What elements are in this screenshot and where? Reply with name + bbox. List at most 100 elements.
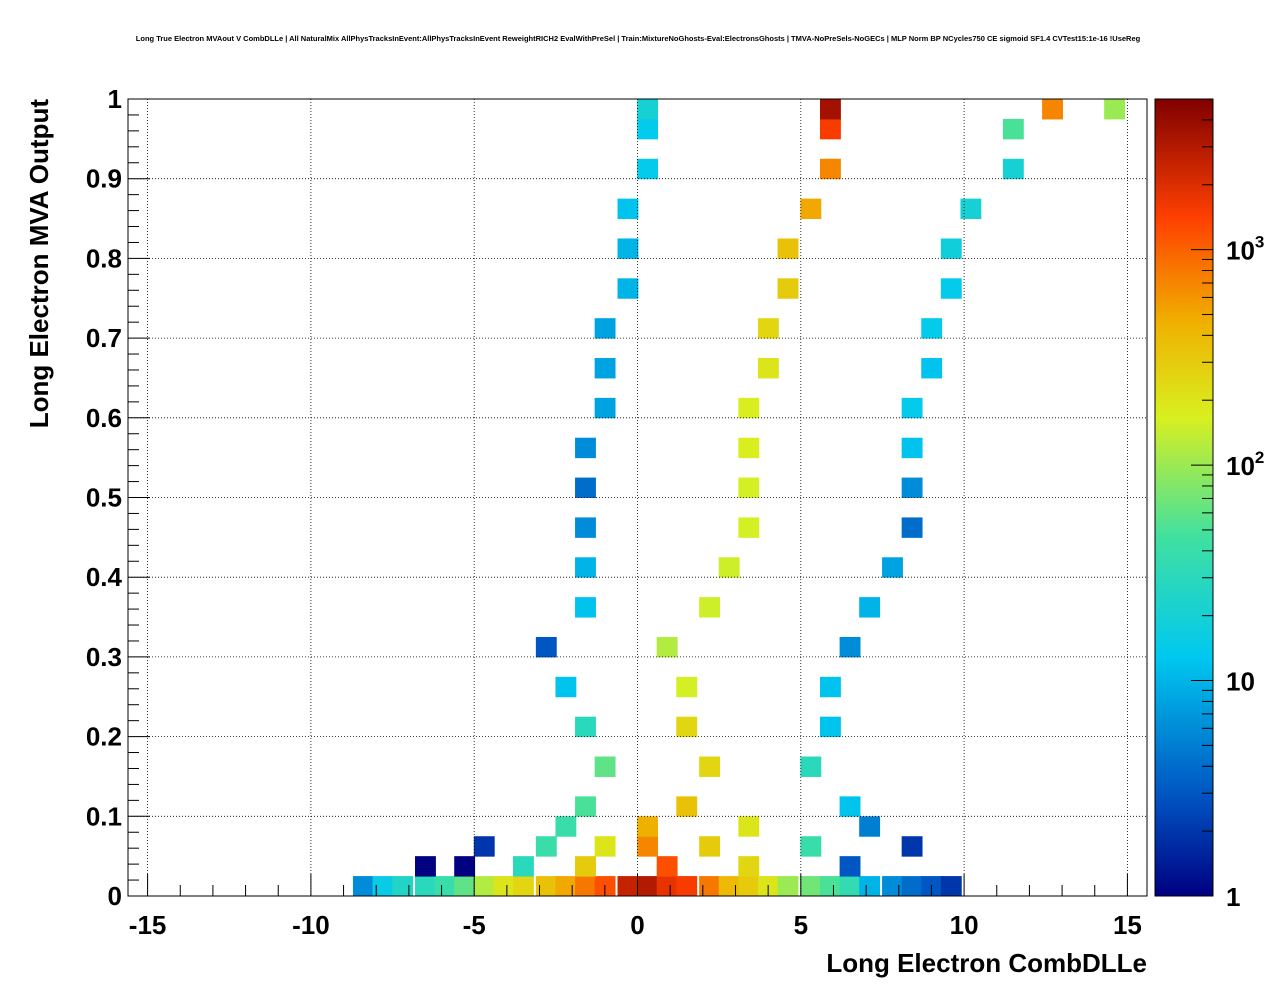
heatmap-cell [800, 876, 822, 897]
heatmap-cell [676, 876, 698, 897]
heatmap-cell [738, 437, 760, 459]
heatmap-cell [617, 876, 639, 897]
heatmap-cell [960, 198, 982, 220]
heatmap-cell [575, 716, 596, 738]
heatmap-cell [901, 477, 923, 498]
chart-title: Long True Electron MVAout V CombDLLe | A… [135, 34, 1141, 43]
heatmap-cell [392, 876, 414, 897]
heatmap-cell [1042, 99, 1063, 120]
heatmap-cell [738, 876, 760, 897]
y-tick-label: 0.5 [86, 483, 122, 513]
heatmap-cell [699, 876, 721, 897]
heatmap-cell [637, 876, 658, 897]
y-axis-ticks: 0 0.1 0.2 0.3 0.4 0.5 0.6 0.7 0.8 0.9 1 [86, 84, 150, 911]
heatmap-cell [676, 796, 698, 817]
z-tick-exponent: 3 [1255, 233, 1264, 252]
heatmap-cell [637, 158, 658, 180]
y-tick-label: 0 [108, 881, 122, 911]
heatmap-cell [839, 796, 861, 817]
heatmap-cell [594, 397, 616, 419]
heatmap-cell [555, 876, 577, 897]
heatmap-cell [820, 716, 841, 738]
heatmap-cell [738, 477, 760, 498]
z-tick-label: 10 [1226, 667, 1255, 697]
heatmap-cell [940, 238, 962, 259]
x-tick-label: 15 [1113, 910, 1142, 940]
heatmap-cell [757, 358, 779, 379]
x-tick-label: -10 [292, 910, 330, 940]
heatmap-cell [820, 99, 841, 120]
heatmap-cell [859, 597, 881, 618]
y-tick-label: 0.1 [86, 801, 122, 831]
heatmap-cell [800, 756, 822, 777]
x-tick-label: -5 [463, 910, 486, 940]
y-axis-label: Long Electron MVA Output [24, 99, 54, 429]
heatmap-cell [575, 557, 596, 578]
heatmap-cell [800, 836, 822, 857]
heatmap-cell [676, 716, 698, 738]
heatmap-cell [434, 876, 456, 897]
x-tick-label: 5 [794, 910, 808, 940]
heatmap-cell [656, 856, 678, 877]
heatmap-cell [594, 756, 616, 777]
heatmap-cell [901, 876, 923, 897]
heatmap-cell [637, 816, 658, 837]
heatmap-cell [820, 118, 841, 140]
heatmap-cell [859, 816, 881, 837]
heatmap-cell [575, 437, 596, 459]
heatmap-cell [699, 836, 721, 857]
heatmap-cell [637, 118, 658, 140]
heatmap-cell [882, 876, 903, 897]
heatmap-cell [575, 876, 596, 897]
heatmap-cell [454, 876, 476, 897]
x-tick-label: -15 [129, 910, 167, 940]
heatmap-cell [617, 278, 639, 299]
heatmap-cell [512, 876, 534, 897]
heatmap-cell [901, 517, 923, 538]
heatmap-cell [921, 358, 943, 379]
heatmap-cell [575, 796, 596, 817]
color-scale-bar [1154, 98, 1214, 897]
z-tick-exponent: 2 [1255, 448, 1264, 467]
heatmap-cell [656, 636, 678, 658]
heatmap-cell [940, 876, 962, 897]
heatmap-cell [882, 557, 903, 578]
y-tick-label: 0.2 [86, 722, 122, 752]
y-tick-label: 0.9 [86, 164, 122, 194]
heatmap-cell [637, 99, 658, 120]
heatmap-cell [820, 876, 841, 897]
y-tick-label: 0.3 [86, 642, 122, 672]
heatmap-cell [820, 676, 841, 698]
heatmap-cell [1002, 118, 1024, 140]
heatmap-cell [820, 158, 841, 180]
heatmap-cell [594, 318, 616, 339]
heatmap-cell [415, 856, 436, 877]
x-axis-ticks: -15 -10 -5 0 5 10 15 [129, 874, 1142, 940]
heatmap-cell [699, 597, 721, 618]
heatmap-cell [415, 876, 436, 897]
heatmap-cell [555, 676, 577, 698]
heatmap-cell [594, 836, 616, 857]
heatmap-cells [352, 99, 1126, 897]
heatmap-cell [738, 816, 760, 837]
heatmap-cell [901, 437, 923, 459]
y-tick-label: 0.6 [86, 403, 122, 433]
heatmap-cell [535, 836, 557, 857]
x-tick-label: 0 [630, 910, 644, 940]
x-tick-label: 10 [950, 910, 979, 940]
y-tick-label: 0.4 [86, 562, 123, 592]
heatmap-cell [921, 318, 943, 339]
heatmap-cell [594, 358, 616, 379]
z-tick-label: 102 [1226, 448, 1264, 481]
heatmap-cell [1104, 99, 1126, 120]
heatmap-cell [473, 836, 495, 857]
z-tick-label: 103 [1226, 233, 1264, 266]
heatmap-cell [575, 856, 596, 877]
heatmap-cell [718, 876, 740, 897]
heatmap-cell [738, 856, 760, 877]
heatmap-cell [493, 876, 515, 897]
heatmap-cell [617, 198, 639, 220]
heatmap-cell [901, 397, 923, 419]
heatmap-cell [454, 856, 476, 877]
